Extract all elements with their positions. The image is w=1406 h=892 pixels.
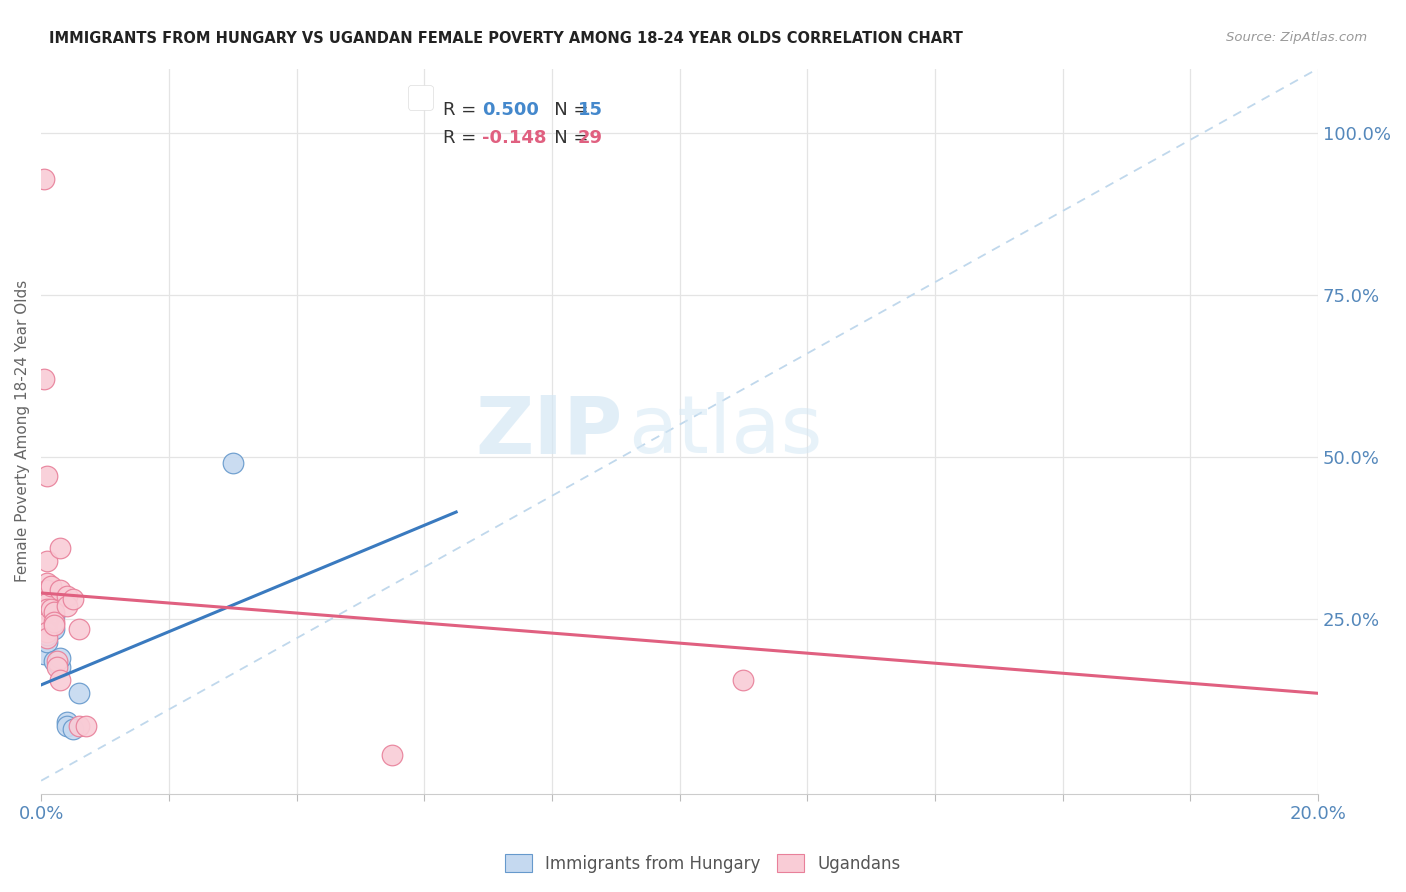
Point (381, 747, 404, 762)
Point (34, 171, 56, 186)
Point (42, 608, 65, 623)
Point (42, 606, 65, 620)
Point (42, 654, 65, 668)
Point (37, 615, 59, 629)
Text: atlas: atlas (628, 392, 823, 470)
Point (37, 632, 59, 646)
Point (34, 648, 56, 662)
Point (733, 673, 755, 688)
Point (34, 372, 56, 386)
Point (39, 602, 62, 616)
Point (39, 599, 62, 613)
Point (75, 719, 97, 733)
Point (46, 654, 69, 668)
Point (39, 579, 62, 593)
Point (42, 615, 65, 629)
Point (55, 589, 77, 603)
Point (37, 582, 59, 597)
Text: -0.148: -0.148 (482, 129, 546, 147)
Text: 29: 29 (578, 129, 602, 147)
Point (46, 660, 69, 674)
Text: R =: R = (443, 101, 482, 120)
Point (62, 592, 84, 607)
Y-axis label: Female Poverty Among 18-24 Year Olds: Female Poverty Among 18-24 Year Olds (15, 280, 30, 582)
Point (55, 599, 77, 613)
Point (37, 634, 59, 648)
Point (37, 469, 59, 483)
Point (67, 686, 90, 700)
Point (37, 596, 59, 610)
Text: Source: ZipAtlas.com: Source: ZipAtlas.com (1226, 31, 1367, 45)
Point (37, 602, 59, 616)
Point (67, 622, 90, 636)
Text: 15: 15 (578, 101, 602, 120)
Point (67, 719, 90, 733)
Legend:  (408, 85, 433, 110)
Text: R =: R = (443, 129, 482, 147)
Point (221, 457, 243, 471)
Point (42, 618, 65, 632)
Text: ZIP: ZIP (475, 392, 623, 470)
Point (55, 719, 77, 733)
Point (49, 650, 72, 665)
Point (39, 602, 62, 616)
Text: N =: N = (537, 129, 593, 147)
Point (42, 622, 65, 636)
Point (62, 722, 84, 736)
Point (37, 628, 59, 642)
Point (49, 582, 72, 597)
Point (55, 715, 77, 730)
Point (37, 576, 59, 591)
Text: IMMIGRANTS FROM HUNGARY VS UGANDAN FEMALE POVERTY AMONG 18-24 YEAR OLDS CORRELAT: IMMIGRANTS FROM HUNGARY VS UGANDAN FEMAL… (49, 31, 963, 46)
Point (49, 660, 72, 674)
Point (37, 553, 59, 567)
Legend: Immigrants from Hungary, Ugandans: Immigrants from Hungary, Ugandans (499, 847, 907, 880)
Point (49, 673, 72, 688)
Text: N =: N = (537, 101, 593, 120)
Point (49, 541, 72, 555)
Point (37, 624, 59, 639)
Text: 0.500: 0.500 (482, 101, 538, 120)
